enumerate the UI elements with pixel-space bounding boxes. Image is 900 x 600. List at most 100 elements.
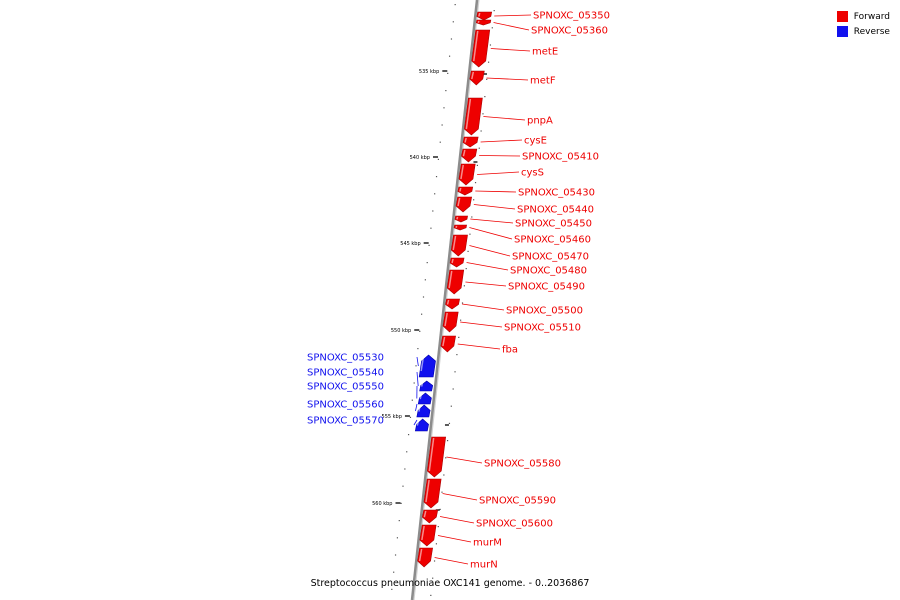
tick-label: 535 kbp: [419, 69, 439, 75]
minor-tick: [396, 537, 399, 539]
gene-label-cyse: cysE: [524, 136, 547, 147]
gene-highlight: [456, 216, 459, 220]
minor-tick: [463, 285, 465, 287]
minor-tick: [432, 577, 434, 579]
gene-label-spnoxc_05580: SPNOXC_05580: [484, 459, 561, 470]
gene-highlight: [419, 393, 423, 400]
gene-arrow-spnoxc_05600: [422, 509, 439, 524]
minor-tick: [445, 457, 447, 459]
gene-highlight: [462, 149, 466, 157]
minor-tick: [487, 61, 490, 63]
gene-highlight: [460, 164, 464, 180]
gene-label-murn: murN: [470, 560, 498, 571]
gene-arrow-spnoxc_05360: [475, 19, 492, 26]
leader-line: [457, 343, 501, 350]
minor-tick: [437, 158, 439, 160]
minor-tick: [480, 130, 482, 132]
minor-tick: [447, 72, 449, 74]
leader-line: [486, 77, 529, 81]
gene-label-spnoxc_05350: SPNOXC_05350: [533, 11, 610, 22]
leader-line: [479, 155, 521, 157]
minor-tick: [448, 55, 451, 57]
minor-tick: [391, 588, 393, 590]
minor-tick: [417, 348, 419, 350]
minor-tick: [428, 244, 430, 246]
minor-tick: [437, 526, 439, 528]
minor-tick: [439, 141, 441, 143]
gene-highlight: [418, 405, 421, 412]
gene-arrow-spnoxc_05480: [449, 257, 465, 268]
gene-highlight: [416, 419, 420, 426]
minor-tick: [491, 27, 493, 29]
minor-tick: [419, 330, 421, 332]
gene-label-spnoxc_05590: SPNOXC_05590: [479, 496, 556, 507]
gene-label-spnoxc_05410: SPNOXC_05410: [522, 152, 599, 163]
gene-label-spnoxc_05530: SPNOXC_05530: [307, 353, 384, 364]
minor-tick: [461, 302, 464, 304]
legend: Forward Reverse: [836, 9, 890, 39]
gene-arrow-spnoxc_05410: [461, 148, 478, 163]
leader-line: [466, 262, 509, 271]
minor-tick: [452, 388, 454, 390]
leader-line: [477, 171, 520, 175]
minor-tick: [407, 434, 410, 436]
minor-tick: [445, 90, 447, 92]
gene-arrow-spnoxc_05500: [445, 298, 460, 310]
leader-line: [470, 218, 514, 224]
gene-arrow-spnoxc_05440: [455, 196, 473, 213]
minor-tick: [458, 336, 460, 338]
minor-tick: [460, 319, 462, 321]
minor-tick: [432, 210, 434, 212]
gene-highlight: [420, 355, 425, 372]
minor-tick: [454, 4, 456, 6]
leader-line: [415, 403, 418, 412]
gene-highlight: [442, 336, 446, 347]
legend-label-forward: Forward: [853, 11, 890, 22]
gene-label-spnoxc_05430: SPNOXC_05430: [518, 188, 595, 199]
minor-tick: [450, 38, 453, 40]
forward-swatch: [836, 11, 848, 22]
minor-tick: [409, 416, 412, 418]
leader-line: [442, 493, 478, 501]
minor-tick: [456, 354, 458, 356]
legend-item-reverse: Reverse: [836, 24, 890, 39]
gene-label-spnoxc_05480: SPNOXC_05480: [510, 266, 587, 277]
gene-highlight: [418, 548, 423, 562]
backbone-line: [410, 0, 479, 600]
gene-label-spnoxc_05360: SPNOXC_05360: [531, 26, 608, 37]
scale-ticks: 535 kbp 540 kbp 545 kbp 550 kbp 555 kbp 560 k…: [372, 4, 495, 596]
leader-line: [483, 116, 526, 121]
gene-arrow-spnoxc_05430: [457, 186, 474, 196]
minor-tick: [430, 594, 432, 596]
genome-caption: Streptococcus pneumoniae OXC141 genome. …: [310, 578, 590, 589]
leader-line: [469, 245, 511, 257]
minor-tick: [393, 571, 395, 573]
gene-arrow-spnoxc_05350: [476, 11, 493, 21]
minor-tick: [474, 182, 477, 184]
minor-tick: [489, 44, 492, 46]
minor-tick: [469, 233, 471, 235]
gene-highlight: [471, 71, 475, 80]
minor-tick: [439, 508, 441, 510]
leader-line: [465, 281, 507, 287]
tick-label: 550 kbp: [391, 328, 411, 334]
gene-highlight: [472, 30, 479, 62]
leader-line: [416, 371, 419, 387]
gene-highlight: [455, 225, 458, 228]
minor-tick: [484, 96, 486, 98]
leader-line: [437, 535, 472, 543]
gene-label-spnoxc_05460: SPNOXC_05460: [514, 235, 591, 246]
gene-highlight: [446, 299, 450, 305]
gene-label-spnoxc_05440: SPNOXC_05440: [517, 205, 594, 216]
leader-line: [462, 303, 505, 311]
gene-label-spnoxc_05570: SPNOXC_05570: [307, 416, 384, 427]
leader-line: [493, 22, 530, 31]
minor-tick: [441, 124, 443, 126]
leader-line: [460, 321, 503, 328]
leader-line: [480, 139, 523, 143]
leader-line: [490, 48, 531, 52]
gene-highlight: [451, 258, 454, 264]
legend-item-forward: Forward: [836, 9, 890, 24]
gene-label-spnoxc_05540: SPNOXC_05540: [307, 368, 384, 379]
